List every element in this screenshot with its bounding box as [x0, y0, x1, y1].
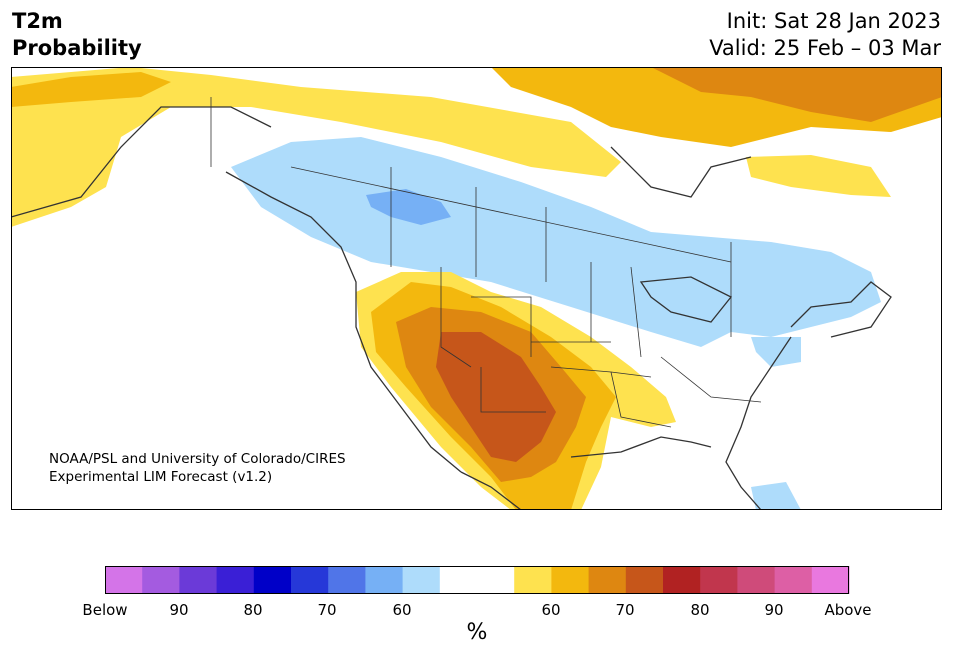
colorbar-tick-above-80: 80	[690, 601, 710, 619]
colorbar-tick-below-80: 80	[243, 601, 263, 619]
arctic-islands-above-80	[651, 67, 942, 122]
colorbar-swatch	[179, 566, 218, 594]
colorbar-swatch	[477, 566, 515, 594]
colorbar-tick-above: Above	[824, 601, 872, 619]
alaska-above-70	[11, 72, 171, 107]
title-line-1: T2m	[12, 9, 63, 33]
colorbar-tick-below: Below	[82, 601, 128, 619]
colorbar-tick-above-60: 60	[541, 601, 561, 619]
colorbar-swatch	[625, 566, 664, 594]
colorbar-tick-below-60: 60	[392, 601, 412, 619]
colorbar-swatch	[253, 566, 292, 594]
colorbar-swatch	[588, 566, 627, 594]
colorbar-swatch	[402, 566, 441, 594]
southwest-above-90	[436, 332, 556, 462]
colorbar-swatch	[105, 566, 143, 594]
colorbar-swatch	[663, 566, 701, 594]
colorbar-swatch	[737, 566, 776, 594]
colorbar-tick-above-70: 70	[615, 601, 635, 619]
colorbar-swatch	[774, 566, 813, 594]
colorbar-swatch	[142, 566, 180, 594]
colorbar-border	[105, 566, 849, 594]
title-line-2: Probability	[12, 36, 142, 60]
map-title: T2m Probability	[12, 8, 142, 62]
valid-range: Valid: 25 Feb – 03 Mar	[709, 36, 941, 60]
colorbar-swatch	[216, 566, 255, 594]
colorbar-tick-below-90: 90	[169, 601, 189, 619]
colorbar-swatch	[291, 566, 329, 594]
colorbar-swatch	[514, 566, 552, 594]
colorbar-tick-below-70: 70	[317, 601, 337, 619]
forecast-dates: Init: Sat 28 Jan 2023 Valid: 25 Feb – 03…	[709, 8, 941, 62]
cold-core-below-70	[366, 189, 451, 225]
colorbar-swatch	[700, 566, 738, 594]
east-coast-below-60	[751, 337, 801, 367]
forecast-map	[11, 67, 942, 510]
boundaries	[210, 97, 762, 428]
colorbar-swatch	[328, 566, 366, 594]
colorbar-swatch	[811, 566, 850, 594]
credit-line-1: NOAA/PSL and University of Colorado/CIRE…	[49, 451, 346, 467]
colorbar-swatch	[551, 566, 590, 594]
credit-line-2: Experimental LIM Forecast (v1.2)	[49, 469, 273, 485]
florida-below-60	[751, 482, 801, 510]
colorbar-tick-above-90: 90	[764, 601, 784, 619]
colorbar-swatch	[439, 566, 478, 594]
map-credit: NOAA/PSL and University of Colorado/CIRE…	[49, 450, 346, 486]
colorbar-swatch	[365, 566, 404, 594]
init-date: Init: Sat 28 Jan 2023	[726, 9, 941, 33]
colorbar	[105, 566, 850, 594]
labrador-above-60	[746, 155, 891, 197]
colorbar-unit: %	[466, 620, 488, 645]
coastlines	[11, 106, 892, 510]
